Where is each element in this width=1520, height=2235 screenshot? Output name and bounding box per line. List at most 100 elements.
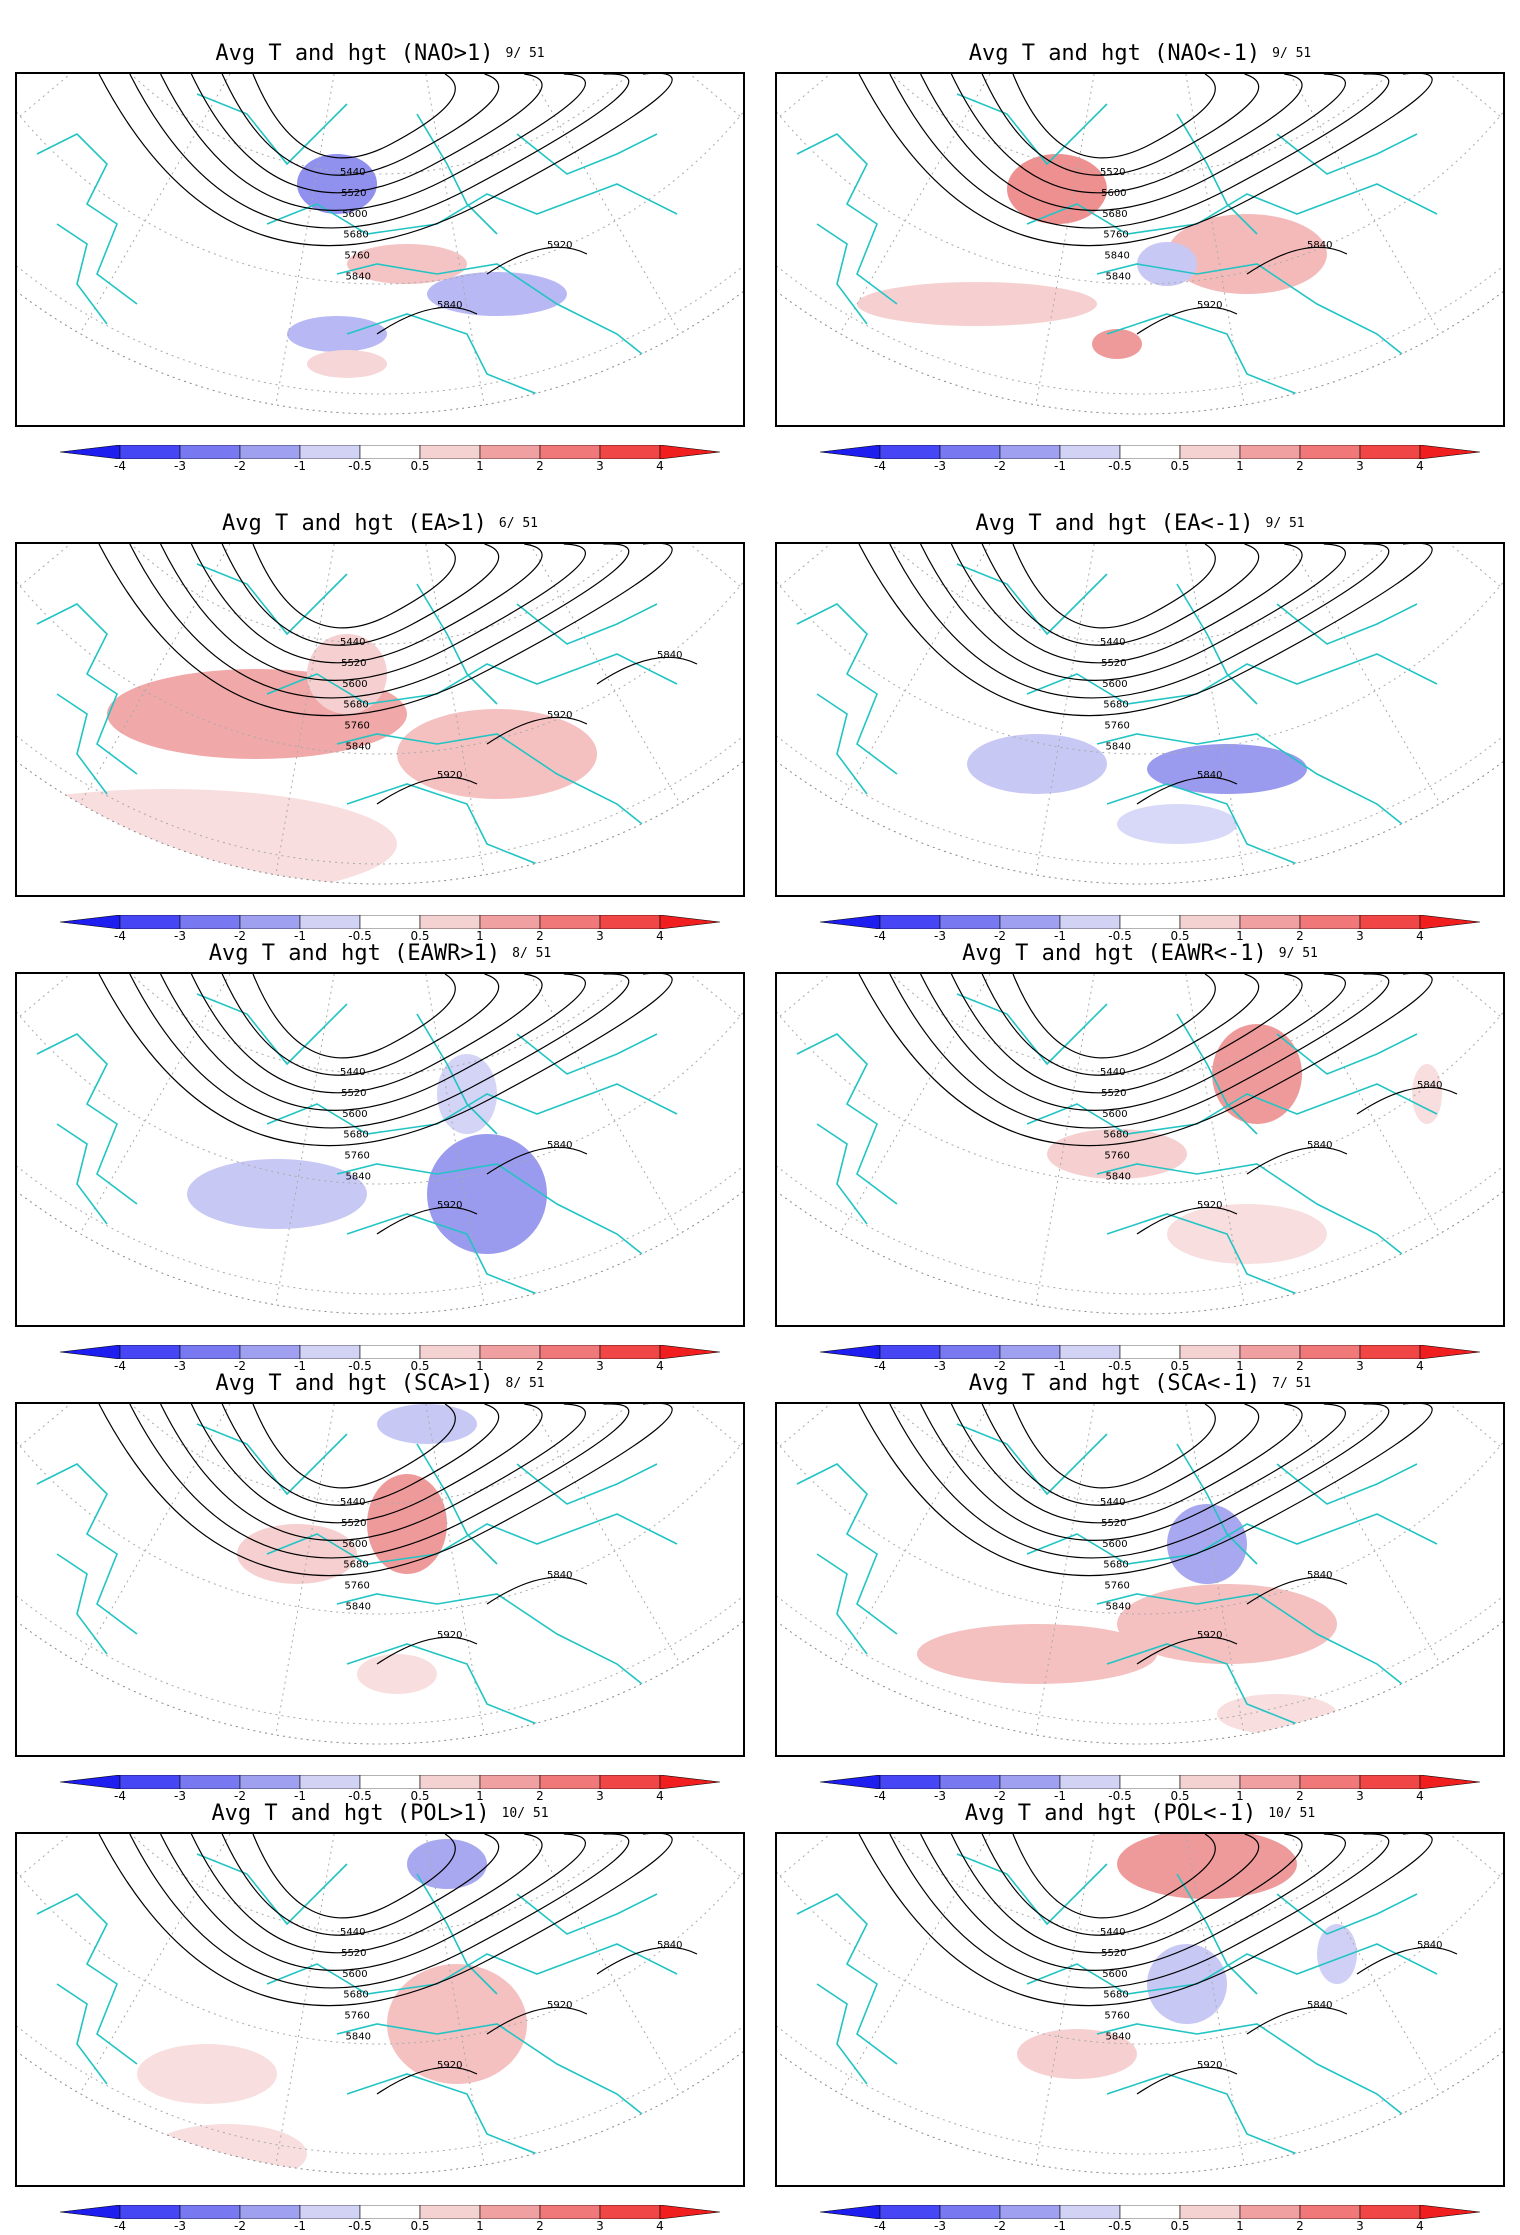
contour-label: 5440: [1100, 637, 1125, 648]
panel-title-text: Avg T and hgt (EA>1): [221, 511, 487, 536]
panel-title-text: Avg T and hgt (EAWR>1): [208, 941, 501, 966]
temperature-anomaly-patch: [377, 1404, 477, 1444]
colorbar-tick: -3: [934, 459, 946, 473]
panel-title: Avg T and hgt (SCA<-1) 7/ 51: [775, 1370, 1505, 1398]
colorbar-tick: -2: [234, 2219, 246, 2233]
colorbar-swatch: [359, 1345, 421, 1359]
colorbar-tick: 4: [656, 2219, 664, 2233]
contour-label: 5600: [1101, 188, 1126, 199]
height-contours: [858, 974, 1433, 1147]
colorbar-tick: 2: [1296, 2219, 1304, 2233]
contour-label: 5840: [346, 1602, 371, 1613]
contour-label: 5760: [1103, 230, 1128, 241]
contour-label: 5840: [547, 1140, 572, 1151]
colorbar-swatch: [599, 1775, 661, 1789]
colorbar-swatch: [419, 2205, 481, 2219]
colorbar: -4 -3 -2 -1 -0.5 0.5 1 2 3 4: [820, 1775, 1480, 1805]
colorbar-swatch: [119, 1775, 181, 1789]
contour-label: 5440: [340, 1497, 365, 1508]
contour-label: 5840: [657, 650, 682, 661]
colorbar-swatch: [119, 445, 181, 459]
map-canvas: 5440 5520 5600 5680 5760 5840 5920 5840 5840: [777, 1834, 1503, 2175]
panel-case-count: 9/ 51: [505, 46, 545, 61]
colorbar-swatch: [119, 2205, 181, 2219]
colorbar-tick: -4: [114, 459, 126, 473]
panel-case-count: 8/ 51: [512, 946, 552, 961]
colorbar-tick: -1: [294, 1789, 306, 1803]
colorbar-swatch: [299, 2205, 361, 2219]
colorbar-tick: -3: [174, 1359, 186, 1373]
contour-label: 5840: [346, 1172, 371, 1183]
colorbar-swatch: [119, 1345, 181, 1359]
colorbar-swatch: [1359, 1345, 1421, 1359]
contour-label: 5520: [1101, 658, 1126, 669]
colorbar-swatch: [419, 1775, 481, 1789]
colorbar-tick: 3: [596, 459, 604, 473]
panel-title: Avg T and hgt (SCA>1) 8/ 51: [15, 1370, 745, 1398]
colorbar-swatch: [820, 915, 881, 929]
colorbar: -4 -3 -2 -1 -0.5 0.5 1 2 3 4: [820, 915, 1480, 945]
colorbar-tick: -3: [934, 1789, 946, 1803]
colorbar-swatch: [359, 1775, 421, 1789]
colorbar-tick: -4: [114, 2219, 126, 2233]
colorbar: -4 -3 -2 -1 -0.5 0.5 1 2 3 4: [60, 2205, 720, 2235]
panel-case-count: 8/ 51: [505, 1376, 545, 1391]
colorbar-tick: 4: [656, 459, 664, 473]
colorbar-tick: 0.5: [1170, 929, 1190, 943]
colorbar-swatch: [299, 445, 361, 459]
colorbar-swatch: [879, 1775, 941, 1789]
height-contours: [858, 1404, 1433, 1577]
colorbar-tick: -2: [994, 2219, 1006, 2233]
map-panel: Avg T and hgt (POL>1) 10/ 51 5440 5520 5600 5…: [15, 1800, 750, 2233]
colorbar-swatch: [1419, 915, 1480, 929]
map-panel: Avg T and hgt (EAWR>1) 8/ 51 5440 5520 5600 5…: [15, 940, 750, 1373]
colorbar-swatch: [60, 2205, 121, 2219]
colorbar-tick: 4: [656, 1359, 664, 1373]
contour-label: 5680: [343, 1990, 368, 2001]
temperature-anomaly-patch: [1117, 804, 1237, 844]
colorbar-swatch: [939, 2205, 1001, 2219]
colorbar-swatch: [1419, 2205, 1480, 2219]
contour-label: 5600: [342, 1539, 367, 1550]
colorbar: -4 -3 -2 -1 -0.5 0.5 1 2 3 4: [820, 445, 1480, 475]
colorbar-swatch: [1059, 2205, 1121, 2219]
colorbar-tick: -0.5: [1108, 459, 1132, 473]
temperature-anomaly-patch: [1412, 1064, 1442, 1124]
contour-label: 5680: [1103, 1560, 1128, 1571]
colorbar-swatch: [1239, 1345, 1301, 1359]
contour-label: 5840: [1106, 2032, 1131, 2043]
height-contours: [858, 1834, 1433, 2007]
contour-label: 5440: [340, 1927, 365, 1938]
contour-label: 5600: [1102, 1109, 1127, 1120]
contour-label: 5600: [342, 1109, 367, 1120]
colorbar-swatch: [1239, 2205, 1301, 2219]
colorbar-swatch: [359, 915, 421, 929]
colorbar-tick: -0.5: [1108, 929, 1132, 943]
map-canvas: 5440 5520 5600 5680 5760 5840 5920 5920 5840: [17, 1834, 743, 2175]
colorbar-swatch: [1239, 445, 1301, 459]
colorbar-swatch: [1299, 2205, 1361, 2219]
contour-label: 5840: [1106, 272, 1131, 283]
colorbar-swatch: [419, 915, 481, 929]
temperature-anomaly-patch: [307, 350, 387, 378]
contour-label: 5920: [1197, 1630, 1222, 1641]
temperature-anomaly-patch: [1117, 1584, 1337, 1664]
colorbar-swatch: [479, 1345, 541, 1359]
colorbar-tick: -4: [874, 1789, 886, 1803]
colorbar-tick: 3: [1356, 1789, 1364, 1803]
colorbar-swatch: [419, 445, 481, 459]
colorbar-swatch: [539, 2205, 601, 2219]
colorbar-swatch: [539, 915, 601, 929]
contour-label: 5680: [1103, 1130, 1128, 1141]
temperature-anomaly-patch: [387, 1964, 527, 2084]
colorbar-tick: -1: [294, 929, 306, 943]
contour-label: 5920: [437, 2060, 462, 2071]
colorbar: -4 -3 -2 -1 -0.5 0.5 1 2 3 4: [820, 2205, 1480, 2235]
colorbar-tick: -3: [174, 929, 186, 943]
temperature-anomaly-patch: [1167, 214, 1327, 294]
colorbar-tick: -1: [1054, 929, 1066, 943]
contour-label: 5680: [343, 1560, 368, 1571]
contour-label: 5840: [437, 300, 462, 311]
colorbar-tick: 3: [1356, 2219, 1364, 2233]
contour-label: 5760: [344, 2011, 369, 2022]
